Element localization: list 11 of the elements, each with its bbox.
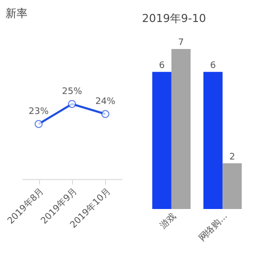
data-label: 2 xyxy=(229,152,236,162)
data-label: 23% xyxy=(28,107,50,117)
data-label: 24% xyxy=(95,97,116,107)
data-label: 7 xyxy=(178,38,184,48)
x-tick-label: 游戏 xyxy=(158,210,178,232)
x-tick-label: 网络购... xyxy=(196,210,230,244)
data-label: 25% xyxy=(62,87,82,97)
chart-title: 2019年9-10 xyxy=(142,12,206,25)
chart-title: 新率 xyxy=(6,7,28,20)
data-label: 6 xyxy=(158,60,165,71)
data-label: 6 xyxy=(210,60,216,71)
